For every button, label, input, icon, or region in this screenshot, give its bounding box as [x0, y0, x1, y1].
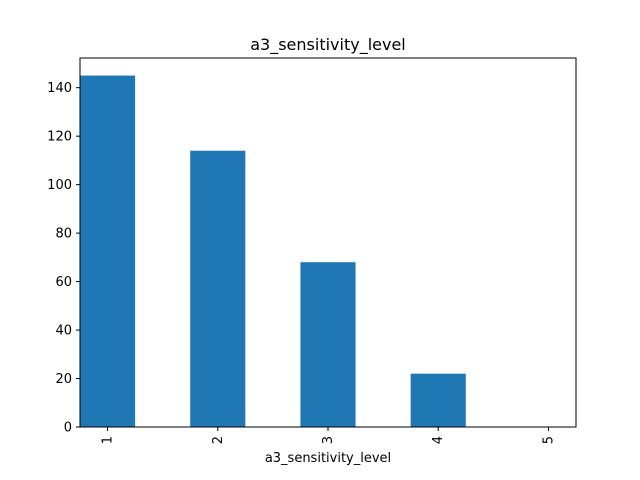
x-tick-label-2: 2	[211, 436, 226, 444]
bar-3	[300, 262, 356, 427]
y-tick-label-100: 100	[47, 178, 72, 193]
x-tick-label-5: 5	[541, 436, 556, 444]
chart-title: a3_sensitivity_level	[250, 35, 406, 55]
bar-1	[80, 75, 136, 428]
y-tick-label-80: 80	[55, 227, 72, 242]
y-tick-label-40: 40	[55, 324, 72, 339]
bar-2	[190, 150, 246, 427]
x-tick-label-1: 1	[101, 436, 116, 444]
y-tick-label-120: 120	[47, 130, 72, 145]
x-tick-label-3: 3	[321, 436, 336, 444]
y-tick-label-0: 0	[64, 421, 72, 436]
y-tick-label-140: 140	[47, 81, 72, 96]
y-axis: 0 20 40 60 80 100 120 140	[47, 81, 80, 436]
y-tick-label-60: 60	[55, 275, 72, 290]
plot-area	[80, 75, 466, 428]
x-axis-label: a3_sensitivity_level	[265, 451, 391, 466]
x-tick-label-4: 4	[431, 436, 446, 444]
bar-4	[410, 373, 466, 427]
x-axis: 1 2 3 4 5	[101, 427, 556, 444]
y-tick-label-20: 20	[55, 372, 72, 387]
